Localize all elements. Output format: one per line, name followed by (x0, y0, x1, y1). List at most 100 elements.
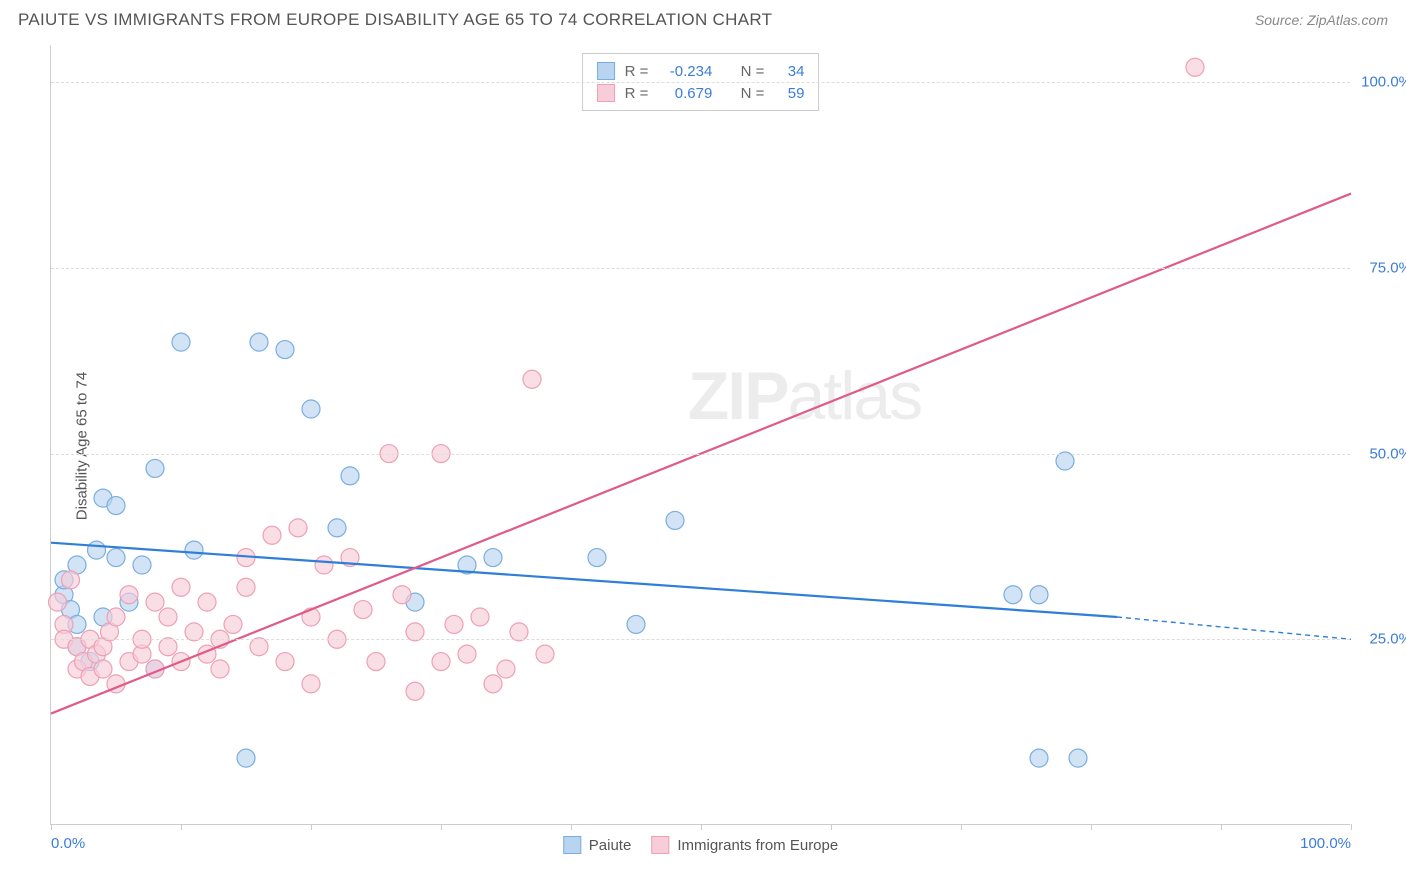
chart-plot-area: ZIPatlas R =-0.234 N =34R =0.679 N =59 P… (50, 45, 1350, 825)
data-point (107, 549, 125, 567)
data-point (406, 682, 424, 700)
trend-line-dashed (1117, 617, 1351, 639)
gridline (51, 639, 1350, 640)
stat-n-label: N = (741, 63, 765, 80)
data-point (367, 653, 385, 671)
stats-row: R = 0.679 N = 59 (597, 82, 805, 104)
stat-r-value: 0.679 (658, 85, 712, 102)
legend-label: Paiute (589, 837, 632, 854)
data-point (458, 645, 476, 663)
x-tick (1221, 824, 1222, 830)
data-point (120, 586, 138, 604)
data-point (328, 519, 346, 537)
chart-title: PAIUTE VS IMMIGRANTS FROM EUROPE DISABIL… (18, 10, 772, 30)
data-point (263, 526, 281, 544)
scatter-svg (51, 45, 1350, 824)
y-tick-label: 25.0% (1369, 631, 1406, 648)
data-point (406, 623, 424, 641)
data-point (666, 511, 684, 529)
stat-r-value: -0.234 (658, 63, 712, 80)
x-tick (571, 824, 572, 830)
legend-swatch (563, 836, 581, 854)
data-point (185, 541, 203, 559)
data-point (276, 341, 294, 359)
legend-item: Paiute (563, 836, 632, 854)
data-point (1004, 586, 1022, 604)
x-tick (961, 824, 962, 830)
x-tick (831, 824, 832, 830)
x-tick (1351, 824, 1352, 830)
y-tick-label: 50.0% (1369, 445, 1406, 462)
data-point (1030, 586, 1048, 604)
data-point (107, 608, 125, 626)
data-point (510, 623, 528, 641)
x-tick (441, 824, 442, 830)
gridline (51, 82, 1350, 83)
data-point (172, 333, 190, 351)
stat-n-value: 59 (774, 85, 804, 102)
data-point (250, 638, 268, 656)
x-tick (181, 824, 182, 830)
data-point (393, 586, 411, 604)
data-point (536, 645, 554, 663)
data-point (627, 615, 645, 633)
data-point (315, 556, 333, 574)
data-point (133, 556, 151, 574)
data-point (432, 653, 450, 671)
x-tick (51, 824, 52, 830)
data-point (198, 593, 216, 611)
data-point (172, 578, 190, 596)
data-point (523, 370, 541, 388)
x-tick (311, 824, 312, 830)
data-point (159, 638, 177, 656)
source-label: Source: ZipAtlas.com (1255, 12, 1388, 28)
data-point (302, 400, 320, 418)
data-point (445, 615, 463, 633)
data-point (49, 593, 67, 611)
data-point (1056, 452, 1074, 470)
legend-item: Immigrants from Europe (651, 836, 838, 854)
data-point (211, 660, 229, 678)
data-point (185, 623, 203, 641)
data-point (484, 675, 502, 693)
data-point (354, 601, 372, 619)
stat-r-label: R = (625, 85, 649, 102)
data-point (1030, 749, 1048, 767)
data-point (588, 549, 606, 567)
stats-row: R =-0.234 N =34 (597, 60, 805, 82)
data-point (159, 608, 177, 626)
data-point (62, 571, 80, 589)
gridline (51, 268, 1350, 269)
data-point (237, 749, 255, 767)
x-tick (701, 824, 702, 830)
x-tick (1091, 824, 1092, 830)
data-point (94, 660, 112, 678)
data-point (1186, 58, 1204, 76)
legend-bottom: Paiute Immigrants from Europe (563, 836, 838, 854)
stat-n-label: N = (741, 85, 765, 102)
data-point (497, 660, 515, 678)
y-tick-label: 100.0% (1361, 74, 1406, 91)
data-point (276, 653, 294, 671)
data-point (341, 467, 359, 485)
legend-swatch (597, 62, 615, 80)
data-point (237, 578, 255, 596)
gridline (51, 454, 1350, 455)
legend-swatch (597, 84, 615, 102)
data-point (146, 459, 164, 477)
data-point (146, 593, 164, 611)
data-point (224, 615, 242, 633)
legend-label: Immigrants from Europe (677, 837, 838, 854)
data-point (302, 675, 320, 693)
data-point (1069, 749, 1087, 767)
data-point (107, 497, 125, 515)
stat-r-label: R = (625, 63, 649, 80)
data-point (471, 608, 489, 626)
x-tick-label: 100.0% (1300, 835, 1351, 852)
data-point (484, 549, 502, 567)
x-tick-label: 0.0% (51, 835, 85, 852)
data-point (250, 333, 268, 351)
data-point (289, 519, 307, 537)
y-tick-label: 75.0% (1369, 259, 1406, 276)
legend-swatch (651, 836, 669, 854)
